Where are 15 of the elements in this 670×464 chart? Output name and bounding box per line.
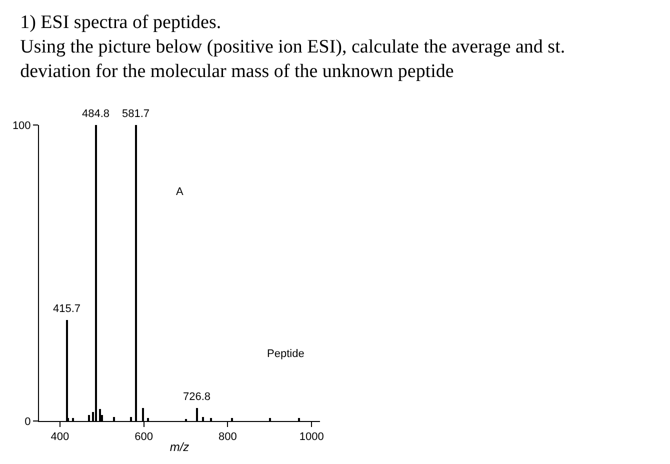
annotation: A bbox=[176, 186, 184, 198]
y-tick-label: 0 bbox=[24, 416, 31, 428]
y-tick-label: 100 bbox=[12, 120, 31, 132]
x-tick-label: 400 bbox=[50, 431, 70, 444]
x-tick-label: 1000 bbox=[299, 431, 324, 444]
annotation: 415.7 bbox=[53, 303, 81, 315]
x-tick-label: 800 bbox=[218, 431, 237, 444]
x-tick-label: 600 bbox=[134, 431, 154, 444]
annotation: Peptide bbox=[267, 348, 304, 360]
x-axis-title: m/z bbox=[170, 440, 190, 454]
annotation: 581.7 bbox=[122, 108, 150, 120]
chart-subtitle: Using the picture below (positive ion ESI), calculate the average and st. deviation for the molecular mass of the unknown peptide bbox=[20, 36, 566, 82]
chart-title: 1) ESI spectra of peptides. bbox=[20, 12, 222, 33]
annotation: 484.8 bbox=[82, 108, 110, 120]
annotation: 726.8 bbox=[183, 391, 211, 403]
